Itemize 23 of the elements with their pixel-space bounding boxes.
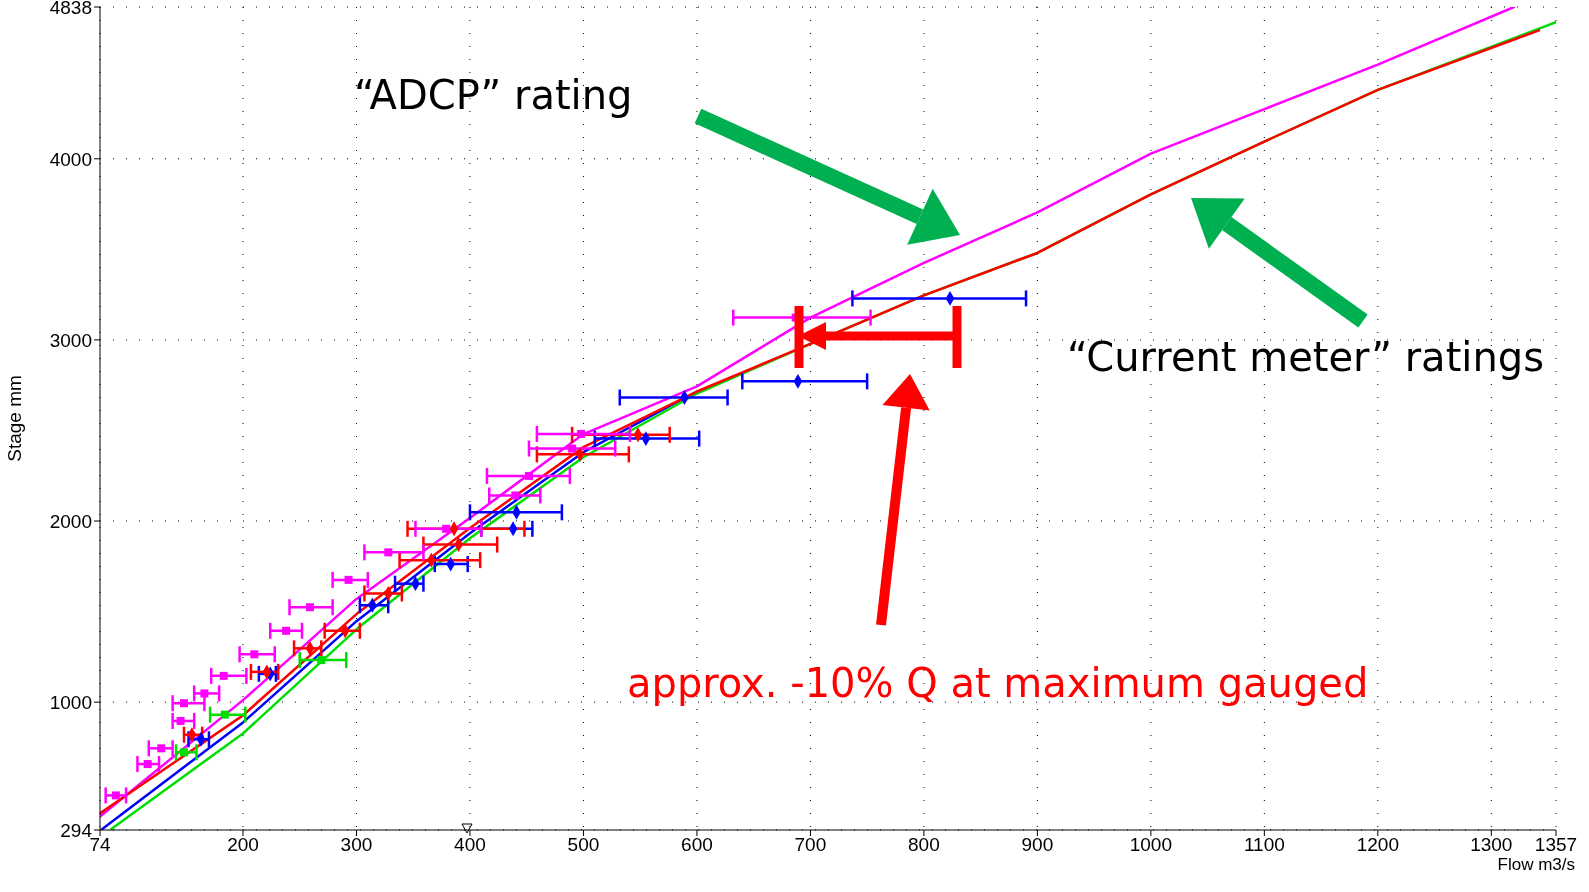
y-tick-label: 4838 (49, 0, 92, 18)
x-tick-label: 800 (908, 834, 940, 856)
x-axis-title: Flow m3/s (1497, 854, 1575, 876)
annotation: “Current meter” ratings (1067, 334, 1545, 380)
y-tick-label: 1000 (49, 691, 92, 713)
y-tick-label: 3000 (49, 329, 92, 351)
annotation: “ADCP” rating (354, 72, 633, 118)
x-tick-label: 1300 (1470, 834, 1513, 856)
x-tick-label: 500 (567, 834, 600, 856)
x-tick-label: 200 (227, 834, 259, 856)
x-tick-label: 1200 (1356, 834, 1399, 856)
y-axis-title: Stage mm (3, 375, 25, 462)
x-tick-label: 1000 (1129, 834, 1172, 856)
x-tick-label: 1100 (1243, 834, 1285, 856)
x-tick-label: 600 (681, 834, 713, 856)
y-tick-label: 2000 (49, 510, 92, 532)
x-tick-label: 700 (794, 834, 827, 856)
y-tick-label: 4000 (49, 148, 92, 170)
x-tick-label: 900 (1021, 834, 1054, 856)
x-tick-label: 1357 (1534, 834, 1578, 856)
x-tick-label: 400 (454, 834, 486, 856)
annotation: approx. -10% Q at maximum gauged (627, 660, 1369, 706)
x-tick-label: 300 (340, 834, 373, 856)
